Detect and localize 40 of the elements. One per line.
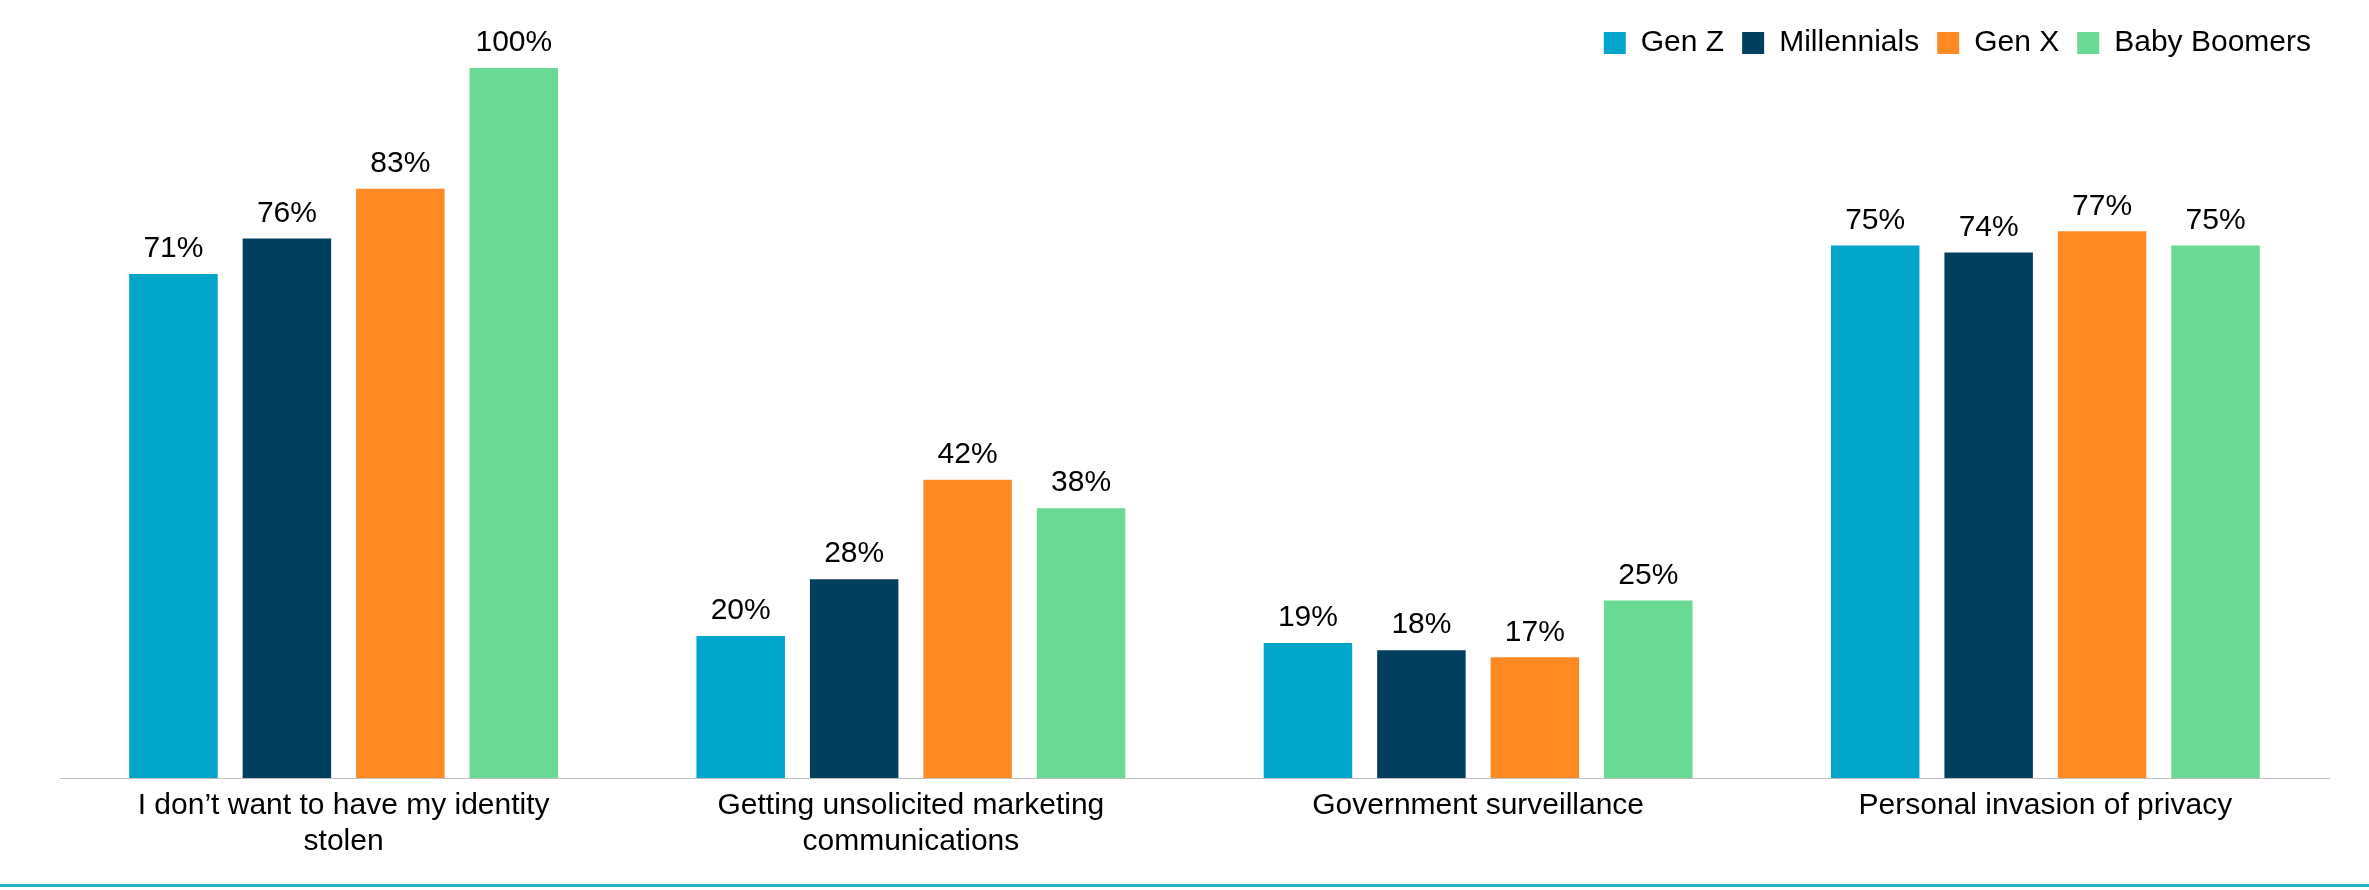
bar [1490,657,1580,778]
data-label: 19% [1277,599,1338,633]
data-label: 17% [1504,613,1565,647]
legend-label: Gen Z [1640,24,1725,58]
bar [242,238,332,778]
data-label: 83% [370,144,431,178]
bar [2171,245,2260,778]
data-label: 28% [824,535,885,569]
x-tick-label: Personal invasion of privacy [1858,787,2233,821]
data-label: 76% [256,194,317,228]
bar [923,479,1012,778]
bar [1830,245,1920,778]
bar [809,579,899,778]
x-tick-label: I don’t want to have my identity stolen [137,787,550,857]
legend-label: Gen X [1974,24,2060,58]
x-tick-label: Getting unsolicited marketing communications [717,787,1105,857]
data-label: 38% [1051,464,1112,498]
bar [1036,508,1126,778]
bar [696,636,785,778]
data-label: 20% [710,592,771,626]
bar [469,68,559,778]
data-label: 18% [1391,606,1452,640]
bar [1944,252,2033,778]
data-label: 75% [2185,201,2246,235]
data-label: 74% [1958,208,2019,242]
bar [356,188,445,778]
bar [1263,643,1353,778]
data-label: 25% [1618,556,1679,590]
bar [1604,600,1693,778]
data-label: 75% [1845,201,1906,235]
data-label: 100% [475,24,553,58]
data-label: 71% [143,230,204,264]
bar [1377,650,1466,778]
legend-label: Baby Boomers [2114,24,2312,58]
data-label: 42% [937,436,998,470]
bar [129,273,218,778]
legend-label: Millennials [1779,24,1920,58]
x-tick-label: Government surveillance [1312,787,1645,821]
data-label: 77% [2072,187,2133,221]
bar [2057,231,2147,778]
